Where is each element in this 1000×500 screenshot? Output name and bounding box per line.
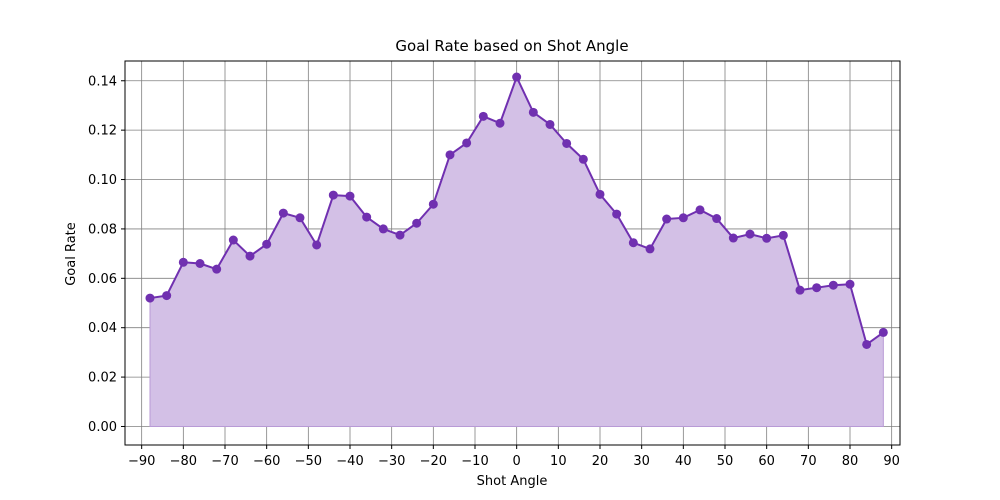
data-point (728, 233, 738, 243)
x-tick-label: −50 (295, 454, 322, 469)
data-point (778, 230, 788, 240)
points-layer (145, 72, 888, 349)
data-point (595, 189, 605, 199)
x-tick-label: 0 (513, 454, 521, 469)
data-point (812, 283, 822, 293)
data-point (628, 238, 638, 248)
y-tick-label: 0.08 (88, 222, 117, 237)
x-tick-label: −10 (461, 454, 488, 469)
y-tick-label: 0.00 (88, 420, 117, 435)
data-point (578, 154, 588, 164)
data-point (145, 293, 155, 303)
x-tick-label: 60 (758, 454, 775, 469)
x-tick-label: 90 (883, 454, 900, 469)
data-point (345, 191, 355, 201)
x-tick-label: −30 (378, 454, 405, 469)
x-tick-label: 50 (717, 454, 734, 469)
data-point (828, 280, 838, 290)
data-point (662, 214, 672, 224)
data-point (612, 209, 622, 219)
data-point (562, 138, 572, 148)
data-point (745, 229, 755, 239)
data-point (262, 239, 272, 249)
y-tick-label: 0.02 (88, 371, 117, 386)
x-axis-title: Shot Angle (477, 474, 548, 489)
data-point (195, 258, 205, 268)
y-tick-label: 0.04 (88, 321, 117, 336)
data-point (212, 264, 222, 274)
x-tick-label: 10 (550, 454, 567, 469)
data-point (795, 285, 805, 295)
x-tick-label: 20 (592, 454, 609, 469)
data-point (162, 291, 172, 301)
x-tick-label: −70 (211, 454, 238, 469)
data-point (412, 218, 422, 228)
y-tick-label: 0.12 (88, 124, 117, 139)
data-point (678, 213, 688, 223)
data-point (862, 339, 872, 349)
data-point (695, 205, 705, 215)
x-tick-label: −80 (170, 454, 197, 469)
data-point (278, 208, 288, 218)
data-point (362, 212, 372, 222)
data-point (445, 150, 455, 160)
data-point (228, 235, 238, 245)
data-point (378, 224, 388, 234)
x-tick-label: −40 (336, 454, 363, 469)
x-tick-label: 80 (842, 454, 859, 469)
data-point (495, 118, 505, 128)
plot-frame (124, 60, 901, 446)
data-point (712, 214, 722, 224)
chart-title: Goal Rate based on Shot Angle (395, 37, 628, 55)
y-axis-title: Goal Rate (64, 222, 79, 286)
x-tick-label: −20 (420, 454, 447, 469)
data-point (645, 244, 655, 254)
data-point (178, 257, 188, 267)
data-point (545, 119, 555, 129)
y-tick-label: 0.10 (88, 173, 117, 188)
data-point (295, 213, 305, 223)
data-point (528, 107, 538, 117)
data-point (878, 327, 888, 337)
y-tick-label: 0.14 (88, 74, 117, 89)
data-point (478, 111, 488, 121)
data-point (512, 72, 522, 82)
x-tick-label: 40 (675, 454, 692, 469)
x-axis-ticks: −90 −80 −70 −60 −50 −40 −30 −20 −10 0 10 20 30 40 50 60… (128, 445, 900, 469)
y-tick-label: 0.06 (88, 272, 117, 287)
x-tick-label: 70 (800, 454, 817, 469)
data-point (245, 251, 255, 261)
x-tick-label: −90 (128, 454, 155, 469)
data-point (845, 279, 855, 289)
x-tick-label: −60 (253, 454, 280, 469)
x-tick-label: 30 (633, 454, 650, 469)
data-point (428, 199, 438, 209)
data-point (762, 233, 772, 243)
data-point (312, 240, 322, 250)
data-point (328, 190, 338, 200)
data-point (395, 230, 405, 240)
data-point (462, 138, 472, 148)
y-axis-ticks: 0.00 0.02 0.04 0.06 0.08 0.10 0.12 0.14 (88, 74, 125, 435)
